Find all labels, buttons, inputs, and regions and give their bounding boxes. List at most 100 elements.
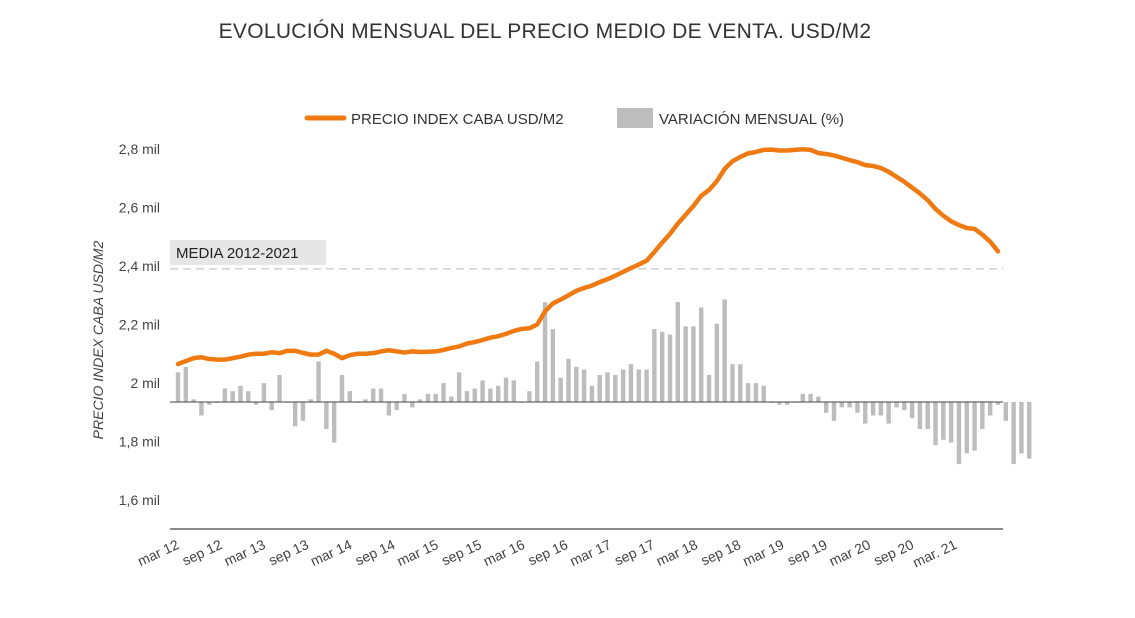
price-line	[175, 147, 1001, 367]
variation-bar	[456, 372, 462, 402]
variation-bar	[511, 380, 517, 402]
variation-bar	[410, 402, 415, 408]
variation-bar	[441, 383, 446, 402]
variation-bar	[613, 375, 618, 402]
x-tick-label: mar 12	[135, 536, 181, 569]
variation-bar	[589, 385, 595, 402]
variation-bar	[699, 307, 704, 402]
variation-bar	[1003, 402, 1009, 421]
variation-bar	[300, 402, 306, 421]
variation-bar	[659, 331, 665, 402]
x-tick-label: sep 13	[266, 536, 311, 568]
reference-line: MEDIA 2012-2021	[170, 239, 1003, 270]
variation-bar	[386, 402, 392, 416]
variation-bar	[902, 402, 907, 411]
y-tick-label: 2,2 mil	[119, 317, 160, 333]
x-tick-label: mar 14	[308, 536, 354, 569]
variation-bar	[1019, 402, 1024, 454]
variation-bar	[488, 388, 493, 402]
variation-bar	[808, 393, 813, 402]
variation-bar	[308, 399, 313, 402]
variation-bar	[574, 366, 579, 402]
legend-label-variation: VARIACIÓN MENSUAL (%)	[659, 111, 844, 128]
variation-bar	[316, 361, 321, 402]
variation-bar	[714, 323, 720, 402]
x-tick-label: mar. 21	[910, 536, 959, 570]
variation-bar	[1027, 402, 1032, 459]
variation-bar	[238, 385, 243, 402]
variation-bar	[605, 372, 610, 402]
variation-bar	[878, 402, 884, 416]
legend: PRECIO INDEX CABA USD/M2 VARIACIÓN MENSU…	[304, 108, 844, 128]
variation-bar	[230, 391, 235, 402]
variation-bar	[261, 383, 267, 402]
variation-bar	[652, 329, 657, 402]
variation-bar	[644, 369, 649, 402]
variation-bar	[253, 402, 259, 405]
variation-bar	[433, 393, 438, 402]
variation-bar	[628, 364, 634, 402]
variation-bar	[784, 402, 790, 405]
legend-label-price: PRECIO INDEX CABA USD/M2	[351, 111, 564, 128]
variation-bar	[324, 402, 329, 429]
x-tick-label: sep 19	[785, 536, 830, 568]
variation-bar	[722, 299, 727, 402]
x-tick-label: sep 15	[439, 536, 484, 568]
variation-bar	[730, 364, 735, 402]
y-tick-label: 2,6 mil	[119, 200, 160, 216]
variation-bar	[620, 369, 626, 402]
variation-bar	[503, 377, 509, 402]
variation-bar	[339, 375, 345, 402]
variation-bar	[175, 372, 181, 402]
variation-bar	[1011, 402, 1016, 465]
variation-bar	[394, 402, 399, 411]
variation-bar	[542, 302, 548, 402]
variation-bar	[956, 402, 962, 465]
variation-bar	[425, 393, 431, 402]
variation-bar	[246, 391, 251, 402]
variation-bar	[363, 399, 368, 402]
y-axis-label: PRECIO INDEX CABA USD/M2	[90, 240, 106, 439]
variation-bar	[995, 402, 1001, 405]
variation-bar	[683, 326, 688, 402]
variation-bar	[331, 402, 337, 443]
x-tick-label: mar 13	[221, 536, 267, 569]
variation-bar	[745, 383, 751, 402]
variation-bar	[199, 402, 204, 416]
chart-title: EVOLUCIÓN MENSUAL DEL PRECIO MEDIO DE VE…	[218, 20, 872, 43]
variation-bar	[207, 402, 212, 405]
variation-bar	[402, 393, 407, 402]
variation-bar	[839, 402, 845, 408]
variation-bar	[183, 366, 189, 402]
variation-bar	[894, 402, 899, 408]
variation-bar	[636, 369, 641, 402]
variation-bar	[191, 399, 196, 402]
variation-bar	[550, 329, 556, 402]
variation-bar	[347, 391, 353, 402]
variation-bar	[527, 391, 532, 402]
price-series-line	[175, 147, 1001, 367]
variation-bar	[800, 393, 805, 402]
variation-bar	[472, 388, 477, 402]
variation-bar	[464, 391, 470, 402]
variation-bar	[863, 402, 868, 424]
y-tick-label: 2 mil	[130, 375, 160, 391]
variation-bars	[175, 299, 1032, 465]
legend-bar-swatch	[617, 108, 653, 128]
variation-bar	[847, 402, 852, 408]
variation-bar	[558, 377, 563, 402]
variation-bar	[886, 402, 891, 424]
variation-bar	[581, 369, 587, 402]
x-tick-label: mar 15	[394, 536, 440, 569]
variation-bar	[777, 402, 782, 405]
variation-bar	[761, 385, 766, 402]
y-tick-label: 2,4 mil	[119, 258, 160, 274]
media-label: MEDIA 2012-2021	[176, 245, 299, 262]
variation-bar	[566, 358, 571, 402]
variation-bar	[925, 402, 930, 429]
variation-bar	[480, 380, 485, 402]
variation-bar	[917, 402, 923, 429]
y-axis: 1,6 mil 1,8 mil 2 mil 2,2 mil 2,4 mil 2,6 mil…	[119, 141, 160, 508]
x-tick-label: mar 20	[827, 536, 873, 569]
